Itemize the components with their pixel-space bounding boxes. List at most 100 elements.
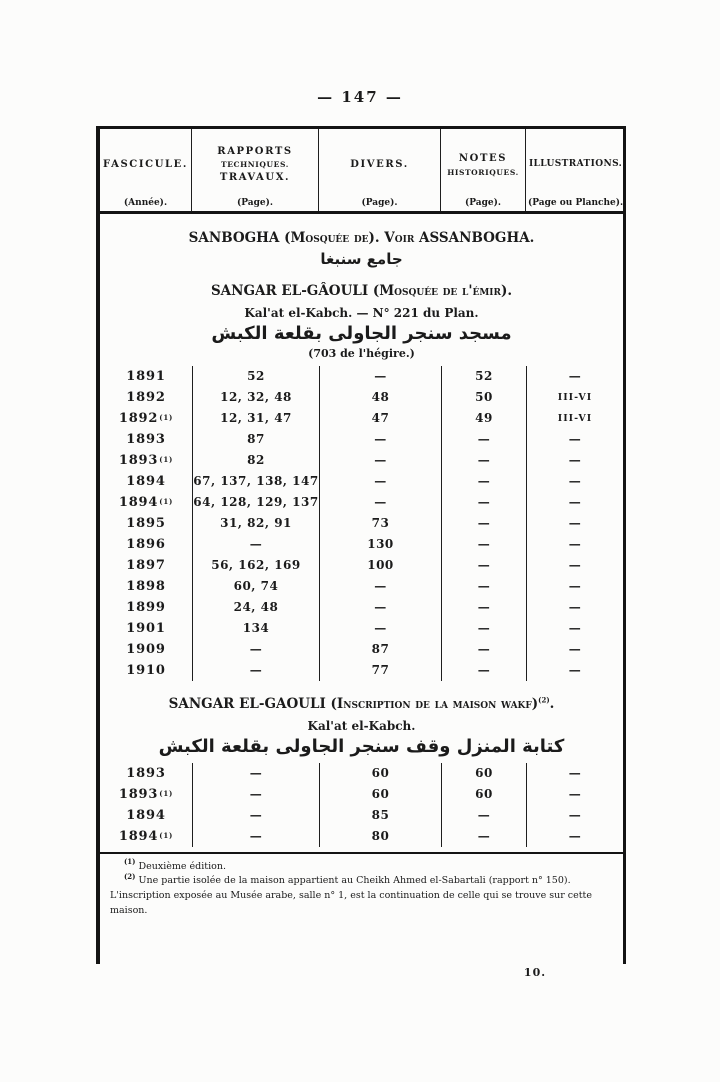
column-title-small: HISTORIQUES.	[447, 167, 519, 177]
section-arabic-title: جامع سنبغا	[320, 249, 403, 268]
cell-illustrations: —	[526, 491, 623, 513]
table-row: 1898 60, 74— — —	[100, 575, 623, 597]
table-body: SANBOGHA (Mosquée de). Voir ASSANBOGHA. …	[100, 214, 623, 964]
cell-year: 1892 (1)	[118, 410, 174, 426]
cell-rapports: —	[192, 783, 319, 805]
hegira-date-note: (703 de l'hégire.)	[308, 346, 415, 360]
cell-illustrations: —	[526, 575, 623, 597]
page-number: — 147 —	[317, 88, 403, 106]
cell-divers: —	[319, 428, 441, 450]
cell-rapports: 67, 137, 138, 147	[192, 470, 319, 492]
year-value: 1893	[118, 786, 159, 802]
cell-year: 1893	[100, 429, 192, 450]
cell-divers: —	[319, 491, 441, 513]
cell-illustrations: —	[526, 554, 623, 576]
year-value: 1895	[126, 515, 166, 531]
cell-year: 1892	[100, 387, 192, 408]
footnotes: (1) Deuxième édition. (2) Une partie isolé…	[100, 854, 623, 925]
footnote-1: (1) Deuxième édition.	[110, 858, 615, 875]
cell-divers: 60	[319, 762, 441, 784]
table-row: 1894—85— —	[100, 804, 623, 826]
section-sangar-mosquee: SANGAR EL-GÂOULI (Mosquée de l'émir). Ka…	[100, 283, 623, 681]
cell-year: 1894	[100, 471, 192, 492]
cell-notes: —	[441, 428, 526, 450]
table-row: 1893 (1) 82— — —	[100, 449, 623, 471]
cell-notes: 49	[441, 407, 526, 429]
year-value: 1894	[126, 473, 166, 489]
section-heading: SANBOGHA (Mosquée de). Voir ASSANBOGHA.	[188, 230, 535, 246]
cell-year: 1893 (1)	[118, 452, 174, 468]
cell-year: 1896	[100, 534, 192, 555]
table-row: 1910—77— —	[100, 659, 623, 681]
footnote-2: (2) Une partie isolée de la maison appart…	[110, 873, 615, 918]
cell-notes: —	[441, 804, 526, 826]
cell-illustrations: III-VI	[526, 407, 623, 429]
table-row: 1894 (1) 64, 128, 129, 137— — —	[100, 491, 623, 513]
cell-notes: —	[441, 512, 526, 534]
column-title: FASCICULE.	[103, 158, 188, 170]
year-value: 1897	[126, 557, 166, 573]
cell-rapports: —	[192, 533, 319, 555]
column-title: ILLUSTRATIONS.	[528, 159, 623, 170]
cell-divers: 77	[319, 659, 441, 681]
footnote-2-text: Une partie isolée de la maison appartien…	[110, 875, 592, 916]
cell-illustrations: —	[526, 470, 623, 492]
cell-illustrations: —	[526, 617, 623, 639]
cell-year: 1895	[100, 513, 192, 534]
year-value: 1893	[126, 765, 166, 781]
cell-illustrations: —	[526, 365, 623, 387]
year-value: 1893	[126, 431, 166, 447]
cell-illustrations: —	[526, 825, 623, 847]
cell-notes: —	[441, 825, 526, 847]
cell-illustrations: III-VI	[526, 386, 623, 408]
cell-notes: —	[441, 638, 526, 660]
cell-divers: —	[319, 449, 441, 471]
cell-notes: 60	[441, 762, 526, 784]
cell-divers: 100	[319, 554, 441, 576]
cell-notes: —	[441, 533, 526, 555]
cell-notes: 60	[441, 783, 526, 805]
year-value: 1901	[126, 620, 166, 636]
table-row: 1891 52—52—	[100, 365, 623, 387]
column-subtitle: (Année).	[123, 198, 168, 208]
cell-year: 1893	[100, 763, 192, 784]
section-rows: 1891 52—52—1892 12, 32, 48 48 50 III-VI 1892 (1…	[100, 365, 623, 681]
header-cell-illustrations: ILLUSTRATIONS. (Page ou Planche).	[526, 129, 625, 211]
table-row: 1894 (1) —80— —	[100, 825, 623, 847]
cell-illustrations: —	[526, 512, 623, 534]
cell-year: 1901	[100, 618, 192, 639]
cell-notes: 52	[441, 365, 526, 387]
column-subtitle: (Page).	[361, 198, 398, 208]
section-heading: SANGAR EL-GAOULI (Inscription de la mais…	[100, 696, 623, 713]
column-subtitle: (Page ou Planche).	[528, 198, 624, 208]
cell-notes: —	[441, 449, 526, 471]
header-cell-notes: NOTES HISTORIQUES. (Page).	[441, 129, 526, 211]
cell-rapports: —	[192, 825, 319, 847]
year-value: 1909	[126, 641, 166, 657]
table-row: 1901 134— — —	[100, 617, 623, 639]
table-row: 1893 87— — —	[100, 428, 623, 450]
table-row: 1893—60 60—	[100, 762, 623, 784]
year-value: 1894	[126, 807, 166, 823]
year-value: 1892	[126, 389, 166, 405]
section-heading-period: .	[549, 695, 555, 712]
cell-divers: 85	[319, 804, 441, 826]
section-sangar-inscription: SANGAR EL-GAOULI (Inscription de la mais…	[100, 696, 623, 847]
cell-notes: —	[441, 659, 526, 681]
year-value: 1891	[126, 368, 166, 384]
table-row: 1896—130— —	[100, 533, 623, 555]
cell-notes: —	[441, 596, 526, 618]
cell-divers: —	[319, 617, 441, 639]
cell-notes: —	[441, 491, 526, 513]
footnote-ref-2: (2)	[538, 695, 550, 705]
cell-notes: —	[441, 554, 526, 576]
cell-illustrations: —	[526, 533, 623, 555]
year-value: 1894	[118, 494, 159, 510]
cell-rapports: —	[192, 804, 319, 826]
cell-divers: —	[319, 470, 441, 492]
header-cell-rapports: RAPPORTS TECHNIQUES. TRAVAUX. (Page).	[192, 129, 319, 211]
cell-year: 1893 (1)	[118, 786, 174, 802]
table-header-row: FASCICULE. (Année). RAPPORTS TECHNIQUES.…	[100, 129, 623, 214]
cell-divers: 60	[319, 783, 441, 805]
cell-year: 1894	[100, 805, 192, 826]
